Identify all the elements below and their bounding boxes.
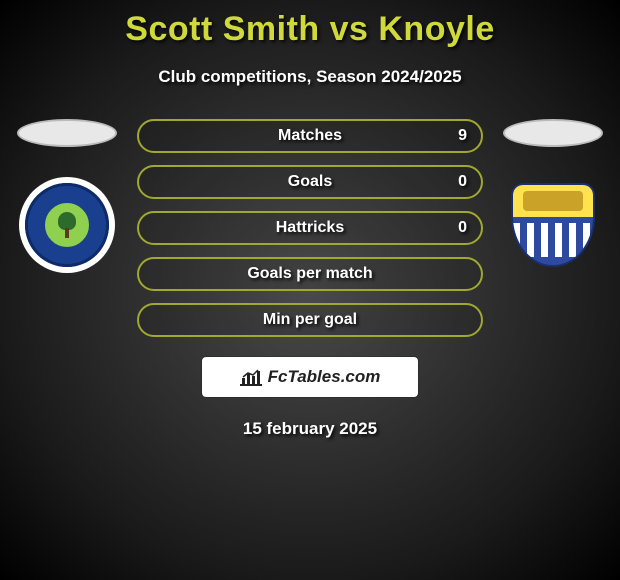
stat-label: Goals: [288, 173, 332, 191]
left-club-badge: [25, 183, 109, 267]
left-country-flag: [17, 119, 117, 147]
stat-label: Matches: [278, 127, 342, 145]
stat-label: Hattricks: [276, 219, 344, 237]
brand-text: FcTables.com: [268, 367, 381, 387]
right-player-col: [501, 119, 605, 267]
stat-label: Goals per match: [247, 265, 372, 283]
stat-row-goals-per-match: Goals per match: [137, 257, 483, 291]
comparison-row: Matches 9 Goals 0 Hattricks 0 Goals per …: [0, 119, 620, 337]
right-club-badge: [511, 183, 595, 267]
stat-row-min-per-goal: Min per goal: [137, 303, 483, 337]
page-subtitle: Club competitions, Season 2024/2025: [0, 67, 620, 87]
footer-date: 15 february 2025: [0, 419, 620, 439]
bar-chart-icon: [240, 368, 262, 386]
stat-right-value: 0: [458, 219, 467, 237]
page-title: Scott Smith vs Knoyle: [0, 0, 620, 49]
right-country-flag: [503, 119, 603, 147]
brand-watermark: FcTables.com: [202, 357, 418, 397]
stat-row-matches: Matches 9: [137, 119, 483, 153]
stripes-icon: [513, 223, 593, 257]
stat-right-value: 9: [458, 127, 467, 145]
left-player-col: [15, 119, 119, 267]
stat-label: Min per goal: [263, 311, 357, 329]
stat-row-hattricks: Hattricks 0: [137, 211, 483, 245]
wigan-crest-icon: [43, 201, 91, 249]
stat-right-value: 0: [458, 173, 467, 191]
tree-icon: [58, 212, 76, 230]
stats-table: Matches 9 Goals 0 Hattricks 0 Goals per …: [137, 119, 483, 337]
stat-row-goals: Goals 0: [137, 165, 483, 199]
